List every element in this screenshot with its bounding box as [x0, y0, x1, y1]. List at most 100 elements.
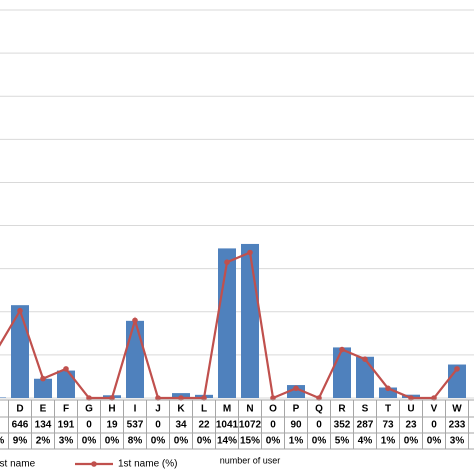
bar [11, 305, 29, 398]
table-percent: 5% [335, 436, 350, 447]
line-marker [109, 395, 115, 401]
data-table: 45%D6469%E1342%F1913%G00%H190%I5378%J00%… [0, 399, 474, 450]
table-value: 646 [12, 420, 29, 431]
category-label: M [223, 404, 231, 415]
table-value: 0 [86, 420, 92, 431]
table-value: 73 [382, 420, 394, 431]
line-marker [132, 317, 138, 324]
category-label: K [177, 404, 185, 415]
line-marker [63, 366, 69, 372]
bar [57, 370, 75, 398]
bar [333, 347, 351, 398]
table-percent: 8% [128, 436, 143, 447]
table-value: 537 [127, 420, 144, 431]
table-percent: 14% [217, 436, 237, 447]
grid [0, 9, 474, 399]
category-label: S [362, 404, 369, 415]
table-value: 1072 [239, 420, 262, 431]
table-percent: 0% [404, 436, 419, 447]
x-axis-title: number of user [220, 455, 281, 465]
legend-label: 1st name [0, 459, 36, 470]
table-value: 287 [357, 420, 374, 431]
line-marker [431, 395, 437, 401]
category-label: I [134, 404, 137, 415]
category-label: O [269, 404, 277, 415]
category-label: L [201, 404, 207, 415]
category-label: N [246, 404, 253, 415]
line-marker [155, 395, 161, 401]
table-percent: 3% [59, 436, 74, 447]
line-marker [454, 366, 460, 372]
bar [241, 243, 259, 398]
table-value: 23 [405, 420, 417, 431]
legend-label: 1st name (%) [118, 459, 177, 470]
table-value: 0 [431, 420, 437, 431]
table-percent: 3% [450, 436, 465, 447]
line-marker [17, 307, 23, 314]
category-label: P [293, 404, 300, 415]
category-label: E [40, 404, 47, 415]
bar [34, 378, 52, 398]
table-value: 1041 [216, 420, 239, 431]
table-percent: 0% [151, 436, 166, 447]
line-marker [316, 395, 322, 401]
line-marker [293, 385, 299, 392]
category-label: J [155, 404, 161, 415]
table-percent: 1% [381, 436, 396, 447]
category-label: F [63, 404, 69, 415]
table-percent: 0% [105, 436, 120, 447]
bar [126, 320, 144, 398]
table-percent: 5% [0, 436, 4, 447]
bar [218, 248, 236, 398]
table-value: 191 [58, 420, 75, 431]
line-marker [362, 356, 368, 363]
table-value: 233 [449, 420, 466, 431]
line-marker [40, 375, 46, 382]
table-percent: 0% [82, 436, 97, 447]
table-percent: 0% [174, 436, 189, 447]
table-value: 22 [198, 420, 210, 431]
line-marker [86, 395, 92, 401]
category-label: G [85, 404, 93, 415]
table-percent: 1% [289, 436, 304, 447]
table-value: 134 [35, 420, 52, 431]
bar [287, 385, 305, 398]
line-marker [247, 249, 253, 256]
category-label: R [338, 404, 346, 415]
table-percent: 0% [427, 436, 442, 447]
bar [356, 356, 374, 398]
table-value: 90 [290, 420, 302, 431]
table-percent: 2% [36, 436, 51, 447]
category-label: V [431, 404, 438, 415]
table-percent: 4% [358, 436, 373, 447]
category-label: T [385, 404, 391, 415]
line-marker [201, 395, 207, 401]
line-marker [270, 395, 276, 401]
category-label: D [16, 404, 23, 415]
category-label: Q [315, 404, 323, 415]
table-percent: 0% [312, 436, 327, 447]
line-marker [408, 395, 414, 401]
category-label: H [108, 404, 115, 415]
line-marker [385, 385, 391, 392]
table-value: 0 [316, 420, 322, 431]
category-label: W [452, 404, 462, 415]
plot [0, 243, 466, 401]
table-value: 0 [270, 420, 276, 431]
table-percent: 0% [197, 436, 212, 447]
line-marker [178, 395, 184, 401]
table-value: 19 [106, 420, 118, 431]
table-percent: 9% [13, 436, 28, 447]
line-marker [224, 259, 230, 266]
table-percent: 15% [240, 436, 260, 447]
table-value: 34 [175, 420, 187, 431]
bar [0, 397, 6, 398]
legend-swatch [91, 461, 97, 467]
table-percent: 0% [266, 436, 281, 447]
table-value: 0 [155, 420, 161, 431]
line-marker [339, 346, 345, 353]
table-value: 352 [334, 420, 351, 431]
bar [379, 387, 397, 398]
